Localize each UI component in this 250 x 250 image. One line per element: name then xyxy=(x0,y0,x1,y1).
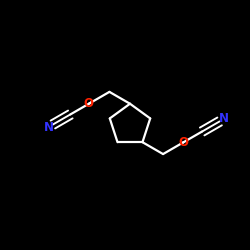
Text: O: O xyxy=(179,136,189,149)
Text: N: N xyxy=(44,120,54,134)
Text: O: O xyxy=(84,97,94,110)
Text: N: N xyxy=(219,112,229,126)
